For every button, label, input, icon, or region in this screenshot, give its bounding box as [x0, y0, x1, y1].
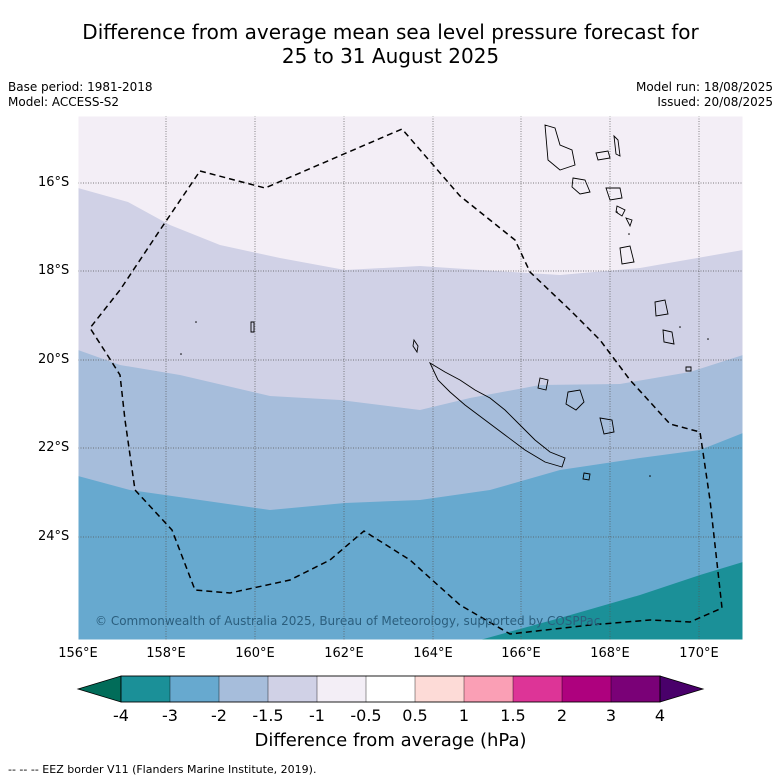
- colorbar-segments: [120, 675, 661, 703]
- lon-label-162e: 162°E: [324, 646, 364, 661]
- lon-label-160e: 160°E: [235, 646, 275, 661]
- band-minus-2: [78, 433, 743, 640]
- colorbar-label: Difference from average (hPa): [254, 730, 527, 751]
- vanuatu-pentecost: [605, 187, 623, 201]
- vanuatu-tanna: [619, 245, 635, 265]
- colorbar-segment: [365, 675, 416, 703]
- chesterfield-islet: [250, 321, 255, 333]
- small-islets: [180, 211, 709, 477]
- eez-border: [89, 128, 723, 635]
- vanuatu-shepherds: [615, 205, 626, 217]
- vanuatu-futuna: [662, 329, 675, 345]
- colorbar-tick-label: 1.5: [500, 706, 526, 725]
- copyright-notice: © Commonwealth of Australia 2025, Bureau…: [95, 614, 601, 628]
- vanuatu-aneityum: [654, 299, 669, 317]
- colorbar-segment: [120, 675, 171, 703]
- colorbar-segment: [414, 675, 465, 703]
- title-line-1: Difference from average mean sea level p…: [82, 20, 699, 44]
- colorbar-tick-label: 1: [458, 706, 470, 725]
- map-area: [78, 116, 743, 640]
- vanuatu-maewo: [613, 134, 621, 157]
- lon-label-170e: 170°E: [679, 646, 719, 661]
- colorbar-tick-label: -0.5: [350, 706, 382, 725]
- colorbar-segment: [561, 675, 612, 703]
- vanuatu-ambae: [595, 150, 611, 161]
- lon-label-164e: 164°E: [413, 646, 453, 661]
- coastlines: [250, 124, 692, 481]
- lat-label-22s: 22°S: [38, 440, 70, 455]
- colorbar-over-arrow: [659, 675, 705, 703]
- colorbar-segment: [463, 675, 514, 703]
- map-frame: [77, 115, 744, 641]
- lat-label-16s: 16°S: [38, 175, 70, 190]
- colorbar-segment: [267, 675, 318, 703]
- band-minus-3: [480, 562, 743, 640]
- colorbar-tick-label: 4: [654, 706, 666, 725]
- belep-islets: [412, 338, 419, 354]
- colorbar-segment: [169, 675, 220, 703]
- graticule: [78, 116, 743, 640]
- loyalty-island-1: [537, 377, 549, 391]
- colorbar: [76, 675, 705, 703]
- meta-left: Base period: 1981-2018 Model: ACCESS-S2: [8, 80, 153, 110]
- colorbar-tick-label: 3: [605, 706, 617, 725]
- new-caledonia-island: [428, 361, 566, 468]
- issued-date: Issued: 20/08/2025: [657, 95, 773, 109]
- lat-label-20s: 20°S: [38, 352, 70, 367]
- colorbar-tick-label: -2: [211, 706, 227, 725]
- colorbar-tick-label: -1: [309, 706, 325, 725]
- lon-label-156e: 156°E: [58, 646, 98, 661]
- colorbar-segment: [218, 675, 269, 703]
- lon-label-158e: 158°E: [146, 646, 186, 661]
- colorbar-tick-label: 2: [556, 706, 568, 725]
- vanuatu-malekula: [571, 177, 591, 195]
- meta-right: Model run: 18/08/2025 Issued: 20/08/2025: [636, 80, 773, 110]
- loyalty-island-2: [565, 389, 585, 411]
- model-run: Model run: 18/08/2025: [635, 80, 773, 94]
- model-name: Model: ACCESS-S2: [8, 95, 120, 109]
- lon-label-166e: 166°E: [501, 646, 541, 661]
- colorbar-under-arrow: [76, 675, 122, 703]
- colorbar-tick-label: -4: [113, 706, 129, 725]
- lat-label-24s: 24°S: [38, 529, 70, 544]
- eez-footnote: -- -- -- EEZ border V11 (Flanders Marine…: [8, 763, 317, 776]
- colorbar-segment: [512, 675, 563, 703]
- colorbar-tick-label: -1.5: [252, 706, 284, 725]
- lon-label-168e: 168°E: [590, 646, 630, 661]
- lat-label-18s: 18°S: [38, 263, 70, 278]
- matthew-island: [685, 366, 692, 372]
- colorbar-tick-label: -3: [162, 706, 178, 725]
- colorbar-tick-label: 0.5: [402, 706, 428, 725]
- isle-of-pines: [582, 472, 591, 481]
- base-period: Base period: 1981-2018: [8, 80, 153, 94]
- colorbar-segment: [610, 675, 661, 703]
- colorbar-segment: [316, 675, 367, 703]
- title-line-2: 25 to 31 August 2025: [281, 44, 500, 68]
- loyalty-island-3: [599, 417, 615, 435]
- vanuatu-espiritu-santo: [544, 124, 576, 171]
- vanuatu-efate: [625, 217, 633, 228]
- map-title: Difference from average mean sea level p…: [0, 20, 781, 68]
